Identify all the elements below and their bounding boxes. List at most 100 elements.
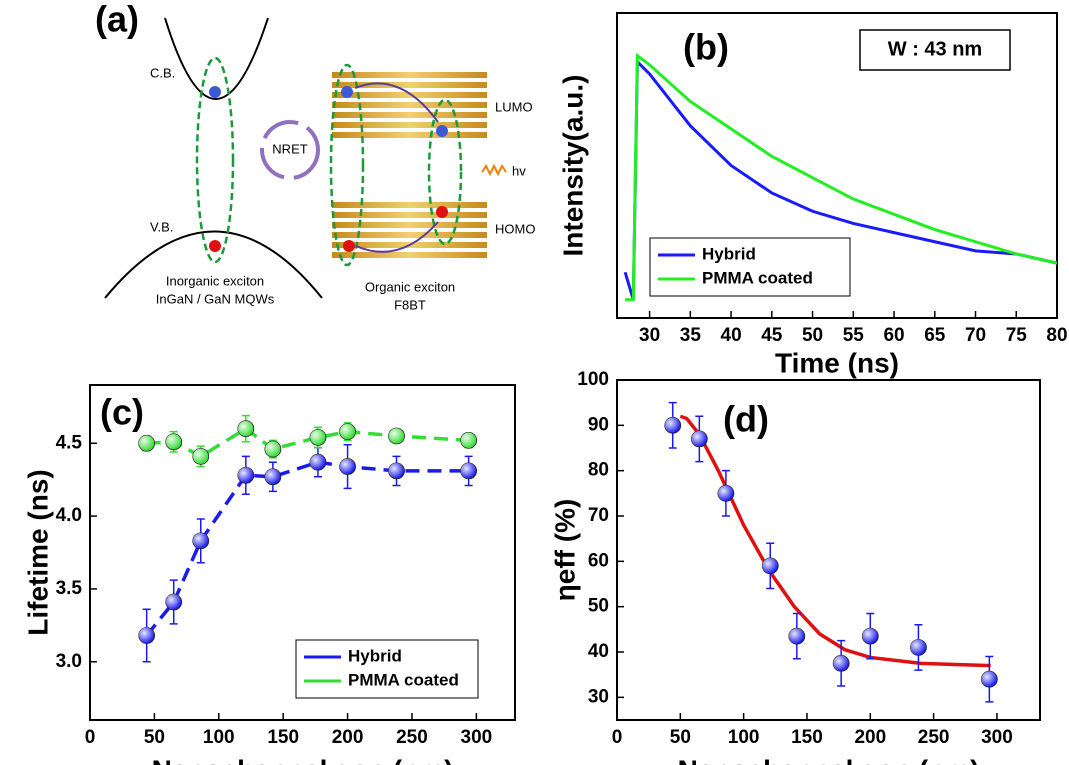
vb-label: V.B.: [150, 219, 173, 234]
series-line: [145, 460, 469, 637]
x-tick-label: 150: [791, 727, 823, 748]
marker-shine: [981, 671, 998, 688]
x-tick-label: 200: [332, 727, 364, 748]
panel-label: (b): [683, 27, 729, 68]
y-tick-label: 80: [588, 460, 609, 481]
panel-label: (c): [100, 392, 144, 433]
hv-label: hv: [512, 163, 526, 178]
x-tick-label: 75: [1006, 325, 1028, 346]
plot-frame: [616, 12, 1058, 319]
photon: [481, 163, 507, 177]
x-tick-label: 100: [203, 727, 235, 748]
cb-label: C.B.: [150, 65, 175, 80]
y-tick-label: 30: [588, 686, 609, 707]
marker-shine: [460, 432, 477, 449]
nret-arrow: [260, 120, 320, 180]
y-axis-title: ηeff (%): [549, 499, 580, 602]
marker-shine: [833, 655, 850, 672]
legend-label: Hybrid: [702, 244, 756, 263]
plot-frame: [89, 384, 516, 721]
plot-frame: [616, 379, 1041, 721]
x-tick-label: 0: [85, 727, 96, 748]
marker-shine: [339, 423, 356, 440]
marker-shine: [237, 467, 254, 484]
x-tick-label: 35: [680, 325, 702, 346]
exciton-ellipse: [329, 63, 365, 267]
diagram: (a) C.B. V.B. NRET LUMO HOMO hv Inorgani…: [95, 0, 535, 312]
marker-shine: [264, 441, 281, 458]
caption: Organic exciton: [365, 279, 455, 294]
y-tick-label: 3.5: [56, 578, 83, 599]
x-tick-label: 70: [965, 325, 986, 346]
caption: F8BT: [394, 297, 426, 312]
lumo-bands: [332, 72, 487, 138]
marker-shine: [138, 435, 155, 452]
x-tick-label: 30: [639, 325, 660, 346]
y-tick-label: 4.5: [56, 432, 83, 453]
x-tick-label: 300: [461, 727, 493, 748]
legend-label: Hybrid: [348, 646, 402, 665]
y-tick-label: 4.0: [56, 505, 82, 526]
legend-label: PMMA coated: [348, 670, 459, 689]
legend-box: [649, 237, 851, 297]
x-tick-label: 200: [854, 727, 886, 748]
marker-shine: [264, 468, 281, 485]
caption: Inorganic exciton: [166, 273, 264, 288]
homo-bands: [332, 202, 487, 258]
x-axis-title: Nanochannel gap (nm): [678, 754, 980, 765]
electron: [436, 125, 448, 137]
x-axis-title: Nanochannel gap (nm): [152, 754, 454, 765]
valence-band: [104, 230, 323, 299]
marker-shine: [910, 639, 927, 656]
transfer-arrow: [354, 82, 439, 123]
x-tick-label: 55: [843, 325, 865, 346]
nret-label: NRET: [272, 141, 307, 156]
series-line: [625, 52, 1058, 302]
x-tick-label: 40: [721, 325, 742, 346]
marker-shine: [862, 628, 879, 645]
homo-label: HOMO: [495, 221, 535, 236]
exciton-ellipse: [427, 98, 463, 246]
hole: [436, 206, 448, 218]
transfer-arrow: [355, 221, 439, 253]
marker-shine: [309, 429, 326, 446]
y-tick-label: 70: [588, 505, 609, 526]
marker-shine: [309, 454, 326, 471]
marker-shine: [717, 485, 734, 502]
series-line: [623, 58, 1058, 301]
y-tick-label: 90: [588, 414, 609, 435]
x-tick-label: 300: [981, 727, 1013, 748]
y-tick-label: 60: [588, 550, 609, 571]
marker-shine: [192, 448, 209, 465]
x-tick-label: 65: [924, 325, 946, 346]
marker-shine: [762, 557, 779, 574]
marker-shine: [192, 532, 209, 549]
y-axis-title: Intensity(a.u.): [557, 74, 588, 256]
marker-shine: [691, 430, 708, 447]
marker-shine: [460, 462, 477, 479]
x-tick-label: 100: [728, 727, 760, 748]
y-tick-label: 50: [588, 596, 609, 617]
x-tick-label: 250: [396, 727, 428, 748]
conduction-band: [164, 17, 269, 100]
x-tick-label: 50: [802, 325, 823, 346]
hole: [209, 240, 221, 252]
lumo-label: LUMO: [495, 99, 533, 114]
exciton-ellipse: [195, 56, 235, 264]
legend-box: [295, 639, 479, 699]
marker-shine: [165, 594, 182, 611]
marker-shine: [388, 462, 405, 479]
marker-shine: [138, 627, 155, 644]
panel-label: (a): [95, 0, 139, 40]
marker-shine: [165, 433, 182, 450]
x-tick-label: 80: [1046, 325, 1067, 346]
x-tick-label: 250: [918, 727, 950, 748]
marker-shine: [788, 628, 805, 645]
y-tick-label: 3.0: [56, 651, 82, 672]
x-tick-label: 150: [267, 727, 299, 748]
x-tick-label: 50: [144, 727, 165, 748]
y-tick-label: 40: [588, 641, 609, 662]
marker-shine: [664, 417, 681, 434]
y-tick-label: 100: [577, 369, 609, 390]
